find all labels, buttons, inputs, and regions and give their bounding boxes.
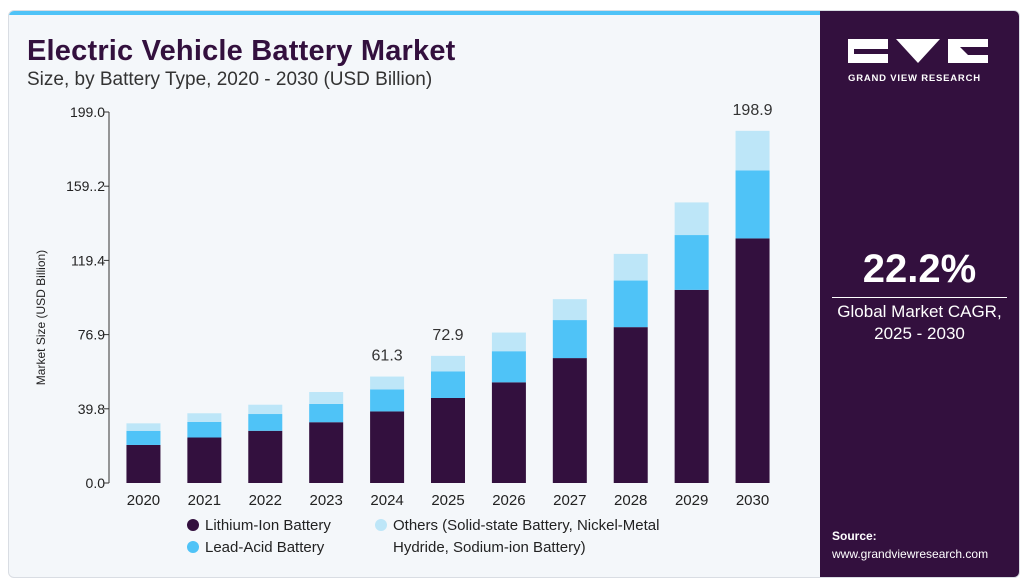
x-tick-label: 2020 — [127, 492, 160, 509]
x-tick-label: 2026 — [492, 492, 525, 509]
legend-label-others-line2: Hydride, Sodium-ion Battery) — [393, 539, 586, 556]
bar-lithium — [735, 238, 770, 483]
brand-name: GRAND VIEW RESEARCH — [848, 73, 981, 84]
bar-lithium — [613, 327, 648, 483]
bar-chart: 0.0 39.8 76.9 119.4 159..2 199.0 Market Size (… — [34, 102, 773, 509]
gvr-logo-mark-icon — [848, 39, 988, 63]
bar-others — [674, 202, 709, 236]
bar-lead — [491, 351, 526, 383]
legend-swatch-lithium — [187, 519, 199, 531]
bar-others — [735, 130, 770, 171]
y-tick-label: 119.4 — [71, 252, 105, 268]
bar-lithium — [370, 411, 405, 483]
bar-lithium — [552, 358, 587, 483]
bar-others — [309, 392, 344, 404]
bar-others — [370, 376, 405, 390]
legend-item-lead: Lead-Acid Battery — [187, 539, 324, 556]
source-url: www.grandviewresearch.com — [832, 547, 989, 561]
x-tick-label: 2027 — [553, 492, 586, 509]
x-tick-label: 2024 — [370, 492, 403, 509]
legend-label-lithium: Lithium-Ion Battery — [205, 517, 331, 534]
chart-card: Electric Vehicle Battery Market Size, by… — [8, 10, 1020, 578]
bar-lead — [126, 430, 161, 445]
bar-lead — [248, 414, 283, 431]
chart-title: Electric Vehicle Battery Market — [27, 35, 456, 67]
bar-lithium — [126, 444, 161, 483]
legend-swatch-others — [375, 519, 387, 531]
x-tick-label: 2021 — [188, 492, 221, 509]
x-tick-label: 2025 — [431, 492, 464, 509]
cagr-value: 22.2% — [862, 247, 977, 291]
x-tick-label: 2023 — [309, 492, 342, 509]
cagr-label: Global Market CAGR, — [837, 302, 1002, 321]
x-tick-label: 2030 — [736, 492, 769, 509]
y-tick-label: 199.0 — [70, 104, 105, 120]
bar-lead — [552, 320, 587, 359]
y-tick-label: 159..2 — [66, 178, 105, 194]
bar-others — [491, 332, 526, 352]
source-heading: Source: — [832, 529, 877, 543]
y-tick-label: 0.0 — [86, 475, 106, 491]
bar-lithium — [491, 382, 526, 483]
bar-others — [248, 404, 283, 415]
legend-item-others: Others (Solid-state Battery, Nickel-Meta… — [375, 517, 659, 534]
bar-others — [552, 299, 587, 321]
bar-others — [126, 423, 161, 431]
y-tick-label: 39.8 — [78, 401, 105, 417]
bar-lead — [187, 421, 222, 438]
cagr-divider — [832, 297, 1007, 298]
bar-lead — [431, 371, 465, 398]
y-axis-title: Market Size (USD Billion) — [34, 250, 48, 385]
brand-panel: GRAND VIEW RESEARCH 22.2% Global Market … — [820, 11, 1019, 577]
data-label: 198.9 — [733, 102, 773, 119]
y-tick-label: 76.9 — [78, 327, 105, 343]
legend-item-others-cont: Hydride, Sodium-ion Battery) — [393, 539, 586, 556]
bar-lead — [613, 280, 648, 328]
legend-item-lithium: Lithium-Ion Battery — [187, 517, 331, 534]
cagr-period: 2025 - 2030 — [874, 324, 965, 343]
x-tick-label: 2022 — [249, 492, 282, 509]
bar-lithium — [309, 422, 344, 483]
x-tick-label: 2028 — [614, 492, 647, 509]
bar-others — [613, 253, 648, 281]
grand-view-research-logo: GRAND VIEW RESEARCH — [848, 39, 988, 87]
bar-lithium — [187, 437, 222, 483]
data-label: 61.3 — [372, 348, 403, 365]
bar-lead — [370, 389, 405, 412]
data-label: 72.9 — [432, 327, 463, 344]
legend-label-others-line1: Others (Solid-state Battery, Nickel-Meta… — [393, 517, 660, 534]
accent-top-line — [9, 11, 821, 15]
legend-swatch-lead — [187, 541, 199, 553]
bar-lead — [309, 403, 344, 423]
cagr-caption: Global Market CAGR, 2025 - 2030 — [820, 301, 1019, 345]
bar-others — [187, 413, 222, 422]
legend-label-lead: Lead-Acid Battery — [205, 539, 325, 556]
bar-lithium — [248, 430, 283, 483]
bar-lead — [674, 235, 709, 290]
bar-lead — [735, 170, 770, 239]
bar-others — [431, 355, 465, 372]
bar-lithium — [674, 289, 709, 483]
bar-lithium — [431, 397, 465, 483]
chart-subtitle: Size, by Battery Type, 2020 - 2030 (USD … — [27, 69, 433, 90]
x-tick-label: 2029 — [675, 492, 708, 509]
